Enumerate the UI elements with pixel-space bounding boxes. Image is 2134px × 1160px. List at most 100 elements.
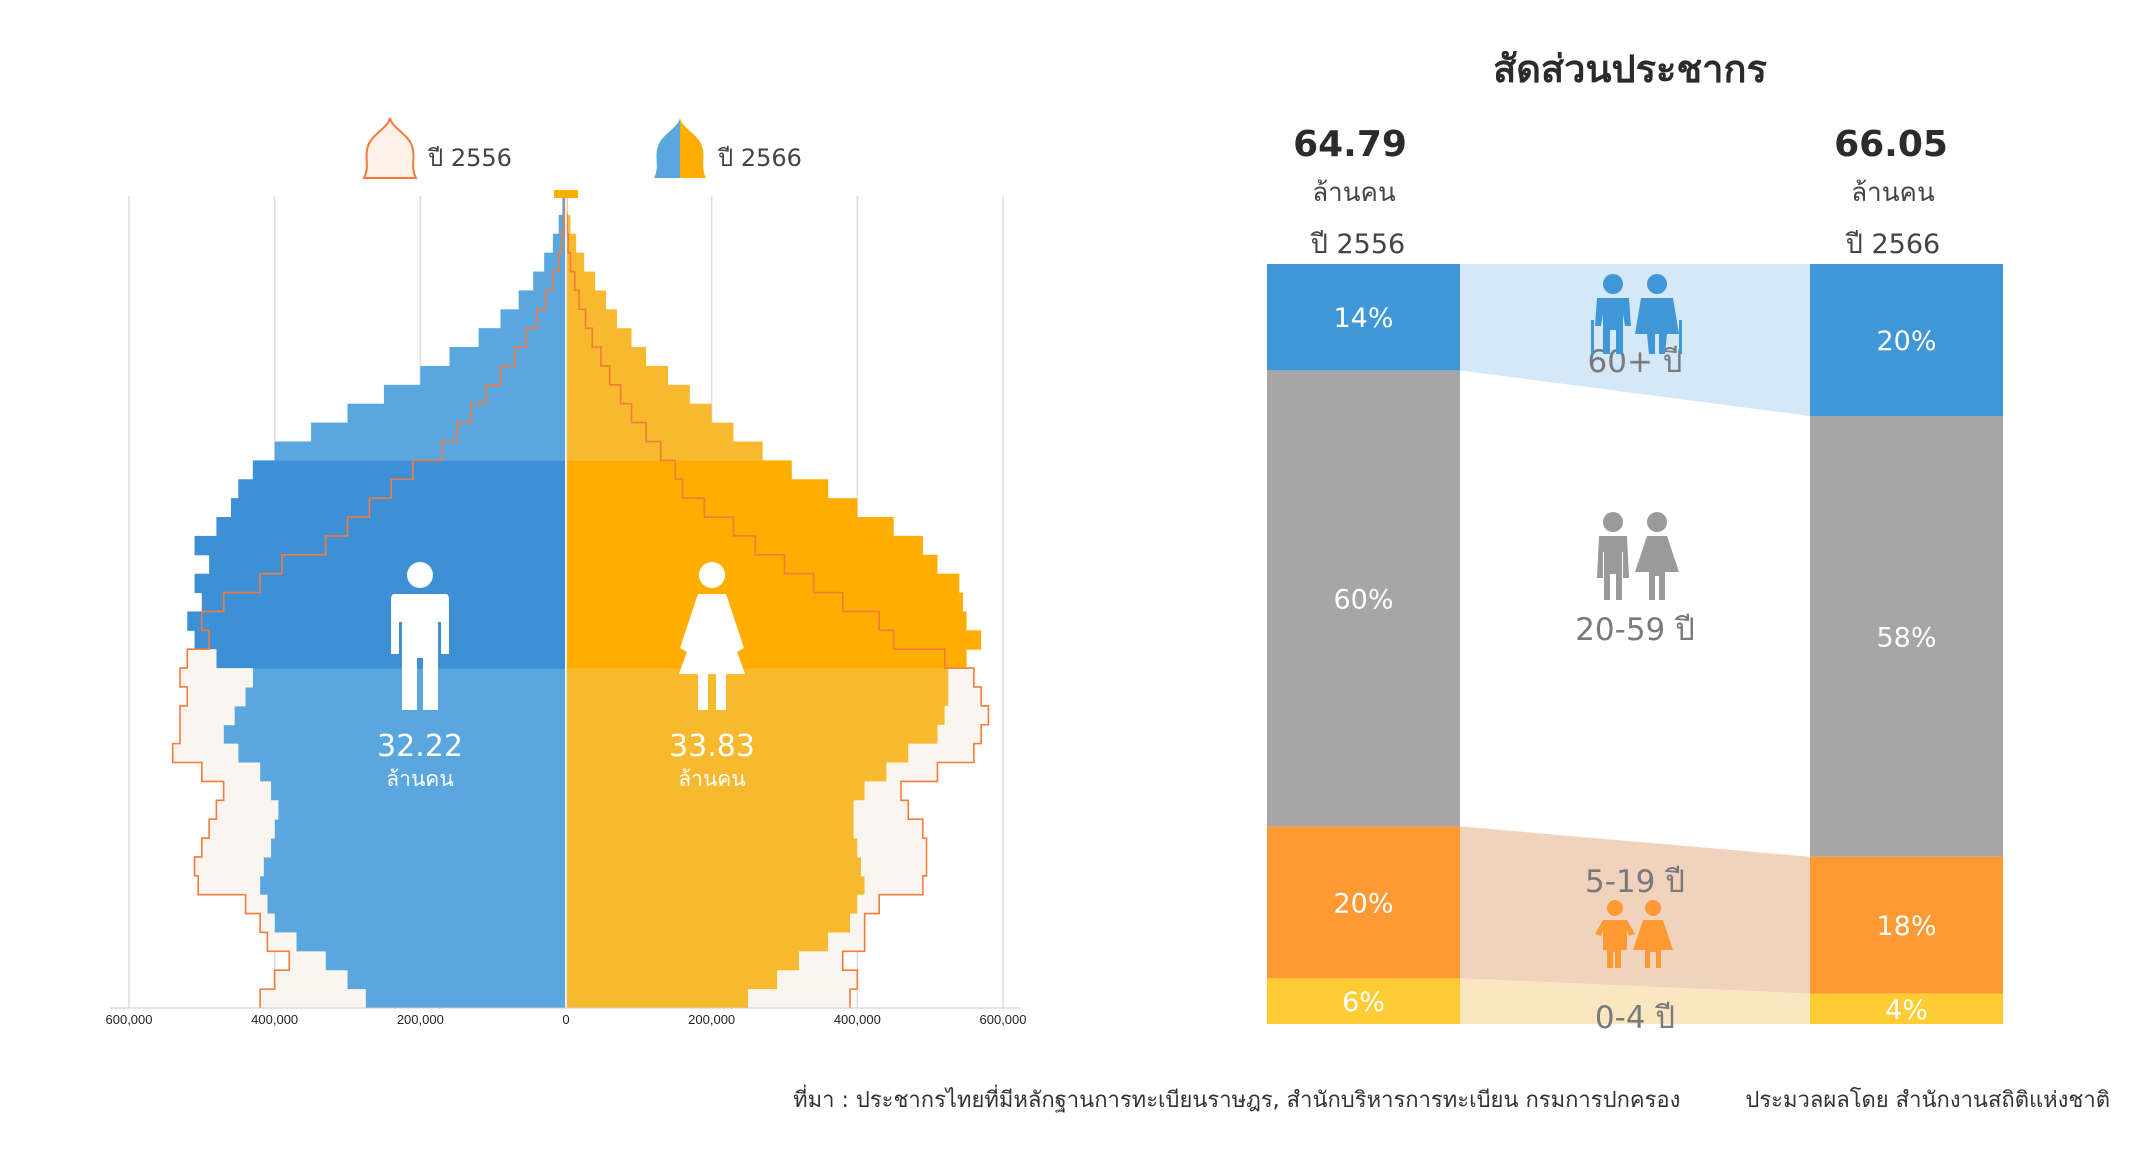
male-2556-excess xyxy=(289,951,326,971)
female-2566-bar xyxy=(566,422,734,442)
group-label: 5-19 ปี xyxy=(1585,864,1685,900)
male-2566-bar xyxy=(365,989,566,1009)
elderly-couple-icon xyxy=(1591,274,1682,354)
male-2566-bar xyxy=(216,649,566,669)
male-total-unit: ล้านคน xyxy=(386,767,453,791)
male-2556-excess xyxy=(267,932,297,952)
female-2566-bar xyxy=(566,668,949,688)
filled-pyramid-icon xyxy=(654,118,706,178)
segment-5-19-2556 xyxy=(1267,826,1460,979)
male-2566-bar xyxy=(449,347,566,367)
apex-cap xyxy=(554,190,578,198)
outline-pyramid-shape xyxy=(362,117,418,179)
male-2566-bar xyxy=(278,800,566,820)
male-2556-excess xyxy=(201,838,272,858)
male-head xyxy=(407,562,433,588)
segment-60plus-2566 xyxy=(1810,264,2003,416)
male-2566-bar xyxy=(209,554,566,575)
child-girl-head xyxy=(1645,900,1661,916)
female-2566-bar xyxy=(566,479,829,499)
male-2566-bar xyxy=(274,913,566,933)
female-2566-bar xyxy=(566,290,607,310)
female-2566-bar xyxy=(566,573,960,594)
female-2556-excess xyxy=(853,800,909,820)
male-2556-excess xyxy=(179,724,224,745)
male-2556-excess xyxy=(187,686,246,707)
male-2556-excess xyxy=(223,781,272,801)
female-2566-bar xyxy=(566,365,668,386)
male-2566-bar xyxy=(500,309,566,329)
female-2566-bar xyxy=(566,819,854,839)
female-2566-bar xyxy=(566,649,967,669)
female-2556-excess xyxy=(748,989,851,1009)
male-2566-bar xyxy=(325,951,566,971)
female-2566-bar xyxy=(566,913,851,933)
segment-value-label: 18% xyxy=(1876,911,1936,942)
x-tick-label: 200,000 xyxy=(688,1012,735,1027)
adult-man-head xyxy=(1603,512,1623,532)
filled-pyramid-male xyxy=(654,118,680,178)
source-text: ที่มา : ประชากรไทยที่มีหลักฐานการทะเบียน… xyxy=(793,1088,1681,1113)
female-2566-bar xyxy=(566,951,800,971)
male-2566-bar xyxy=(552,233,566,254)
female-2556-excess xyxy=(853,819,923,839)
total-2566-unit: ล้านคน xyxy=(1851,178,1935,208)
total-2556-year: ปี 2556 xyxy=(1310,229,1406,260)
male-total-value: 32.22 xyxy=(377,729,463,764)
male-2556-excess xyxy=(245,894,268,915)
male-2566-bar xyxy=(252,460,567,480)
male-2566-bar xyxy=(216,517,566,537)
female-2566-bar xyxy=(566,630,982,650)
female-2566-bar xyxy=(566,403,712,424)
female-2566-bar xyxy=(566,970,778,990)
male-2566-bar xyxy=(271,838,566,858)
male-2566-bar xyxy=(238,479,566,499)
segment-value-label: 20% xyxy=(1876,326,1936,357)
female-total-value: 33.83 xyxy=(669,729,755,764)
male-2566-bar xyxy=(274,441,566,461)
x-tick-label: 600,000 xyxy=(106,1012,153,1027)
segment-value-label: 60% xyxy=(1333,584,1393,615)
filled-pyramid-female xyxy=(680,118,706,178)
elderly-woman-body xyxy=(1635,298,1679,354)
female-body xyxy=(679,594,745,710)
total-2566-value: 66.05 xyxy=(1834,124,1948,165)
male-2566-bar xyxy=(347,970,566,990)
female-2566-bar xyxy=(566,214,571,235)
male-body xyxy=(391,594,449,710)
processed-by-text: ประมวลผลโดย สำนักงานสถิติแห่งชาติ xyxy=(1745,1088,2110,1113)
segment-20-59-2566 xyxy=(1810,416,2003,857)
male-2566-bar xyxy=(544,252,566,273)
male-2556-excess xyxy=(187,649,217,669)
male-2566-bar xyxy=(274,819,566,839)
female-2556-excess xyxy=(864,781,902,801)
female-2556-excess xyxy=(828,932,865,952)
female-2566-bar xyxy=(566,252,585,273)
female-2566-bar xyxy=(566,460,792,480)
male-2566-bar xyxy=(347,403,566,424)
male-2566-bar xyxy=(238,743,566,764)
flow-band-0-4 xyxy=(1460,978,1810,1024)
x-tick-label: 400,000 xyxy=(251,1012,298,1027)
male-2556-outline xyxy=(171,196,566,1008)
proportion-stacked-bars: 14% 60% 20% 6% 20% 58% 18% 4% 60+ ปี 20-59 ปี 5-19… xyxy=(1267,264,2003,1036)
male-2566-bar xyxy=(263,856,566,877)
female-total-unit: ล้านคน xyxy=(678,767,745,791)
segment-value-label: 58% xyxy=(1876,622,1936,653)
outline-pyramid-icon xyxy=(362,117,418,179)
female-2566-bar xyxy=(566,611,967,631)
female-2566-bar xyxy=(566,875,865,896)
male-2566-bar xyxy=(230,498,566,518)
female-2566-bar xyxy=(566,517,894,537)
x-tick-label: 0 xyxy=(562,1012,569,1027)
male-2556-excess xyxy=(179,668,253,688)
total-2556-unit: ล้านคน xyxy=(1312,178,1396,208)
female-2566-bar xyxy=(566,743,909,764)
female-2566-bar xyxy=(566,705,945,726)
population-pyramid-chart: 600,000 400,000 200,000 0 200,000 400,000 600,… xyxy=(106,117,1027,1027)
male-2566-bar xyxy=(296,932,566,952)
children-icon xyxy=(1595,900,1673,968)
segment-0-4-2556 xyxy=(1267,978,1460,1024)
female-2566-bar xyxy=(566,441,763,461)
female-head xyxy=(699,562,725,588)
